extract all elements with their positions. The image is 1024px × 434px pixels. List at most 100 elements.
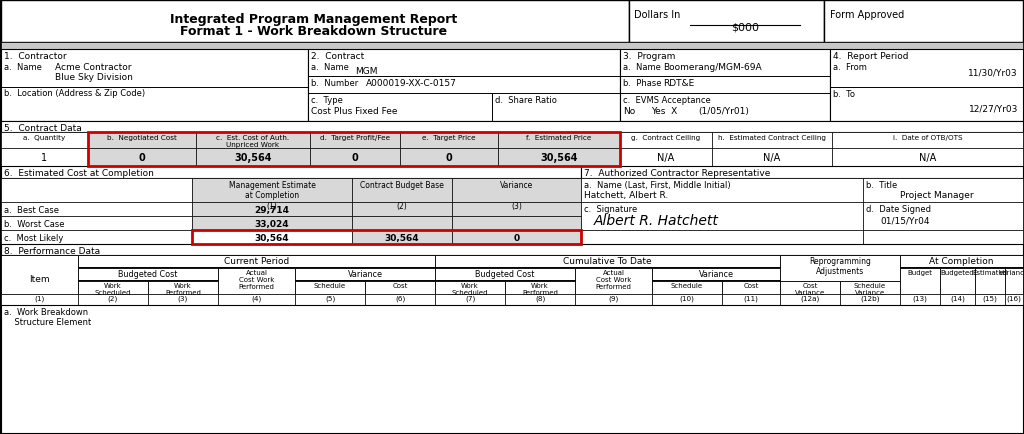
Text: Estimated: Estimated [973,270,1008,275]
Text: Reprogramming
Adjustments: Reprogramming Adjustments [809,256,871,276]
Text: 30,564: 30,564 [255,233,290,243]
Text: N/A: N/A [919,153,936,163]
Text: 5.  Contract Data: 5. Contract Data [4,124,82,133]
Bar [498,133,620,149]
Bar [196,149,310,167]
Bar [1005,294,1023,305]
Text: Schedule: Schedule [314,283,346,288]
Text: c.  EVMS Acceptance: c. EVMS Acceptance [623,96,711,105]
Text: Schedule
Variance: Schedule Variance [854,283,886,295]
Text: 0: 0 [445,153,453,163]
Bar [1005,268,1023,294]
Text: (15): (15) [983,295,997,302]
Text: N/A: N/A [657,153,675,163]
Bar [218,268,295,294]
Bar [1,256,78,294]
Text: Blue Sky Division: Blue Sky Division [55,73,133,82]
Bar [295,281,365,294]
Text: 1.  Contractor: 1. Contractor [4,52,67,61]
Text: 30,564: 30,564 [385,233,419,243]
Bar [400,133,498,149]
Text: 12/27/Yr03: 12/27/Yr03 [969,105,1018,114]
Bar [652,294,722,305]
Bar [581,178,863,203]
Text: 30,564: 30,564 [541,153,578,163]
Text: 11/30/Yr03: 11/30/Yr03 [969,68,1018,77]
Bar [193,230,352,244]
Text: Management Estimate
at Completion
(1): Management Estimate at Completion (1) [228,181,315,210]
Text: Boomerang/MGM-69A: Boomerang/MGM-69A [663,63,762,72]
Bar [1,167,581,178]
Text: Cumulative To Date: Cumulative To Date [563,256,652,265]
Bar [452,203,581,217]
Bar [193,178,352,203]
Bar [652,281,722,294]
Text: (11): (11) [743,295,759,302]
Bar [900,294,940,305]
Bar [1,178,193,203]
Text: e.  Target Price: e. Target Price [422,135,476,141]
Text: 0: 0 [138,153,145,163]
Text: 2.  Contract: 2. Contract [311,52,365,61]
Text: h.  Estimated Contract Ceiling: h. Estimated Contract Ceiling [718,135,826,141]
Bar [452,217,581,230]
Text: a.  From: a. From [833,63,867,72]
Text: c.  Most Likely: c. Most Likely [4,233,63,243]
Text: Variance: Variance [698,270,733,278]
Text: Budgeted: Budgeted [941,270,974,275]
Text: Budgeted Cost: Budgeted Cost [119,270,178,278]
Text: d.  Share Ratio: d. Share Ratio [495,96,557,105]
Text: 8.  Performance Data: 8. Performance Data [4,247,100,256]
Text: d.  Target Profit/Fee: d. Target Profit/Fee [319,135,390,141]
Text: Dollars In: Dollars In [634,10,680,20]
Text: 33,024: 33,024 [255,220,290,228]
Text: 0: 0 [513,233,519,243]
Text: 0: 0 [351,153,358,163]
Bar [193,217,352,230]
Bar [940,268,975,294]
Text: (6): (6) [395,295,406,302]
Bar [830,50,1023,122]
Bar [1,244,1023,256]
Bar [1,217,193,230]
Text: 29,714: 29,714 [255,206,290,214]
Text: 6.  Estimated Cost at Completion: 6. Estimated Cost at Completion [4,169,154,178]
Bar [863,203,1023,230]
Text: d.  Date Signed: d. Date Signed [866,204,931,214]
Bar [308,50,620,122]
Text: (10): (10) [680,295,694,302]
Text: Actual
Cost Work
Performed: Actual Cost Work Performed [239,270,274,289]
Text: $000: $000 [731,22,759,32]
Bar [400,149,498,167]
Text: a.  Quantity: a. Quantity [24,135,66,141]
Text: Budgeted Cost: Budgeted Cost [475,270,535,278]
Text: (1): (1) [35,295,45,302]
Bar [652,268,780,281]
Text: Work
Performed: Work Performed [165,283,201,295]
Bar [1,50,308,122]
Bar [295,268,435,281]
Bar [352,203,452,217]
Bar [196,133,310,149]
Text: g.  Contract Ceiling: g. Contract Ceiling [632,135,700,141]
Bar [712,133,831,149]
Bar [193,230,581,244]
Text: Acme Contractor: Acme Contractor [55,63,131,72]
Text: A000019-XX-C-0157: A000019-XX-C-0157 [366,79,457,88]
Text: (2): (2) [108,295,118,302]
Text: c.  Signature: c. Signature [584,204,637,214]
Text: Format 1 - Work Breakdown Structure: Format 1 - Work Breakdown Structure [180,25,447,38]
Bar [452,178,581,203]
Text: (8): (8) [535,295,545,302]
Bar [824,1,1023,43]
Bar [1,305,1023,433]
Text: At Completion: At Completion [929,256,993,265]
Bar [435,281,505,294]
Text: Schedule: Schedule [671,283,703,288]
Text: (7): (7) [465,295,475,302]
Text: RDT&E: RDT&E [663,79,694,88]
Bar [365,294,435,305]
Bar [352,217,452,230]
Bar [831,149,1023,167]
Text: (9): (9) [608,295,618,302]
